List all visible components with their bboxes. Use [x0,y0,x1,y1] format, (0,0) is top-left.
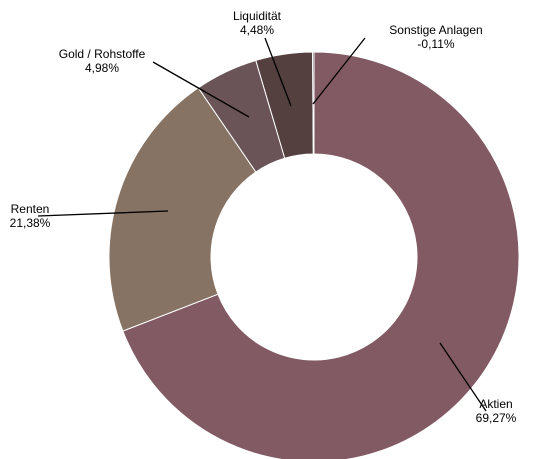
label-sonstige-anlagen: Sonstige Anlagen [389,23,482,37]
label-liquidit-t: Liquidität [233,9,282,23]
value-label-renten: 21,38% [10,216,51,230]
leader-line-renten [37,210,169,217]
label-gold-rohstoffe: Gold / Rohstoffe [59,47,146,61]
leader-line-aktien [439,342,487,412]
value-label-aktien: 69,27% [476,411,517,425]
slices-group [108,51,520,459]
label-aktien: Aktien [479,397,512,411]
leader-line-liquidit-t [264,37,292,107]
leader-line-sonstige-anlagen [312,37,366,105]
value-label-gold-rohstoffe: 4,98% [85,61,119,75]
leader-line-gold-rohstoffe [152,61,250,118]
value-label-sonstige-anlagen: -0,11% [417,37,454,51]
leader-lines-group [37,37,487,412]
label-renten: Renten [11,202,50,216]
slice-aktien [122,51,520,459]
value-label-liquidit-t: 4,48% [240,23,274,37]
slice-renten [108,87,257,332]
